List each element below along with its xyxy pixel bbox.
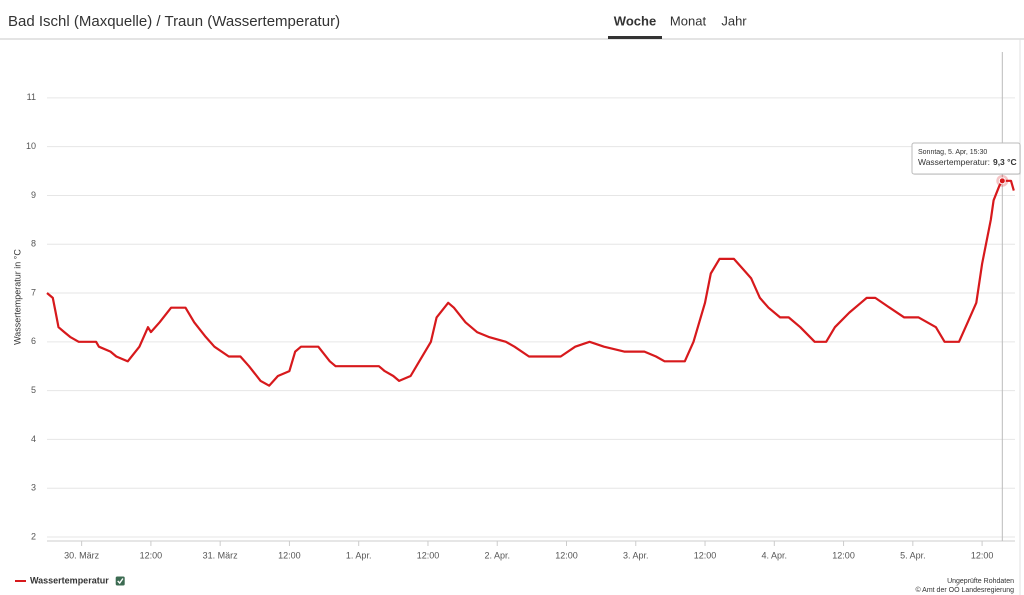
footer-credit: © Amt der OÖ Landesregierung — [915, 586, 1014, 594]
x-tick-label: 12:00 — [417, 550, 440, 560]
x-tick-label: 12:00 — [278, 550, 301, 560]
tooltip-value: 9,3 °C — [993, 157, 1017, 167]
x-tick-label: 4. Apr. — [762, 550, 788, 560]
x-tick-label: 12:00 — [832, 550, 855, 560]
x-tick-label: 12:00 — [140, 550, 163, 560]
tab-underline — [608, 36, 662, 39]
checkmark — [117, 578, 124, 585]
x-tick-label: 12:00 — [971, 550, 994, 560]
footer-note: Ungeprüfte Rohdaten — [947, 578, 1014, 585]
tooltip-series: Wassertemperatur: — [918, 157, 990, 167]
x-tick-label: 30. März — [64, 550, 100, 560]
hover-marker — [998, 177, 1006, 185]
y-tick-label: 7 — [31, 287, 36, 297]
tab[interactable]: Monat — [670, 13, 707, 28]
data-line — [46, 179, 1015, 387]
tooltip-line: Wassertemperatur: 9,3 °C — [918, 157, 1017, 167]
legend-checkbox[interactable] — [115, 576, 125, 586]
y-tick-label: 2 — [31, 531, 36, 541]
y-axis-title: Wassertemperatur in °C — [12, 249, 22, 345]
x-tick-label: 2. Apr. — [484, 550, 510, 560]
y-tick-label: 9 — [31, 190, 36, 200]
x-tick-label: 12:00 — [555, 550, 578, 560]
tab[interactable]: Jahr — [721, 13, 747, 28]
tab[interactable]: Woche — [614, 13, 656, 28]
tooltip-title: Sonntag, 5. Apr, 15:30 — [918, 149, 987, 156]
y-tick-label: 5 — [31, 385, 36, 395]
x-tick-label: 31. März — [203, 550, 239, 560]
x-tick-label: 12:00 — [694, 550, 717, 560]
y-tick-label: 3 — [31, 483, 36, 493]
legend-label[interactable]: Wassertemperatur — [30, 575, 109, 585]
y-tick-label: 8 — [31, 239, 36, 249]
chart-title: Bad Ischl (Maxquelle) / Traun (Wassertem… — [8, 13, 340, 30]
x-tick-label: 1. Apr. — [346, 550, 372, 560]
y-tick-label: 11 — [27, 92, 36, 102]
y-tick-label: 6 — [31, 336, 36, 346]
tooltip-box — [911, 142, 1021, 175]
y-tick-label: 10 — [26, 141, 36, 151]
y-tick-label: 4 — [31, 434, 36, 444]
x-tick-label: 5. Apr. — [900, 550, 926, 560]
x-tick-label: 3. Apr. — [623, 550, 649, 560]
